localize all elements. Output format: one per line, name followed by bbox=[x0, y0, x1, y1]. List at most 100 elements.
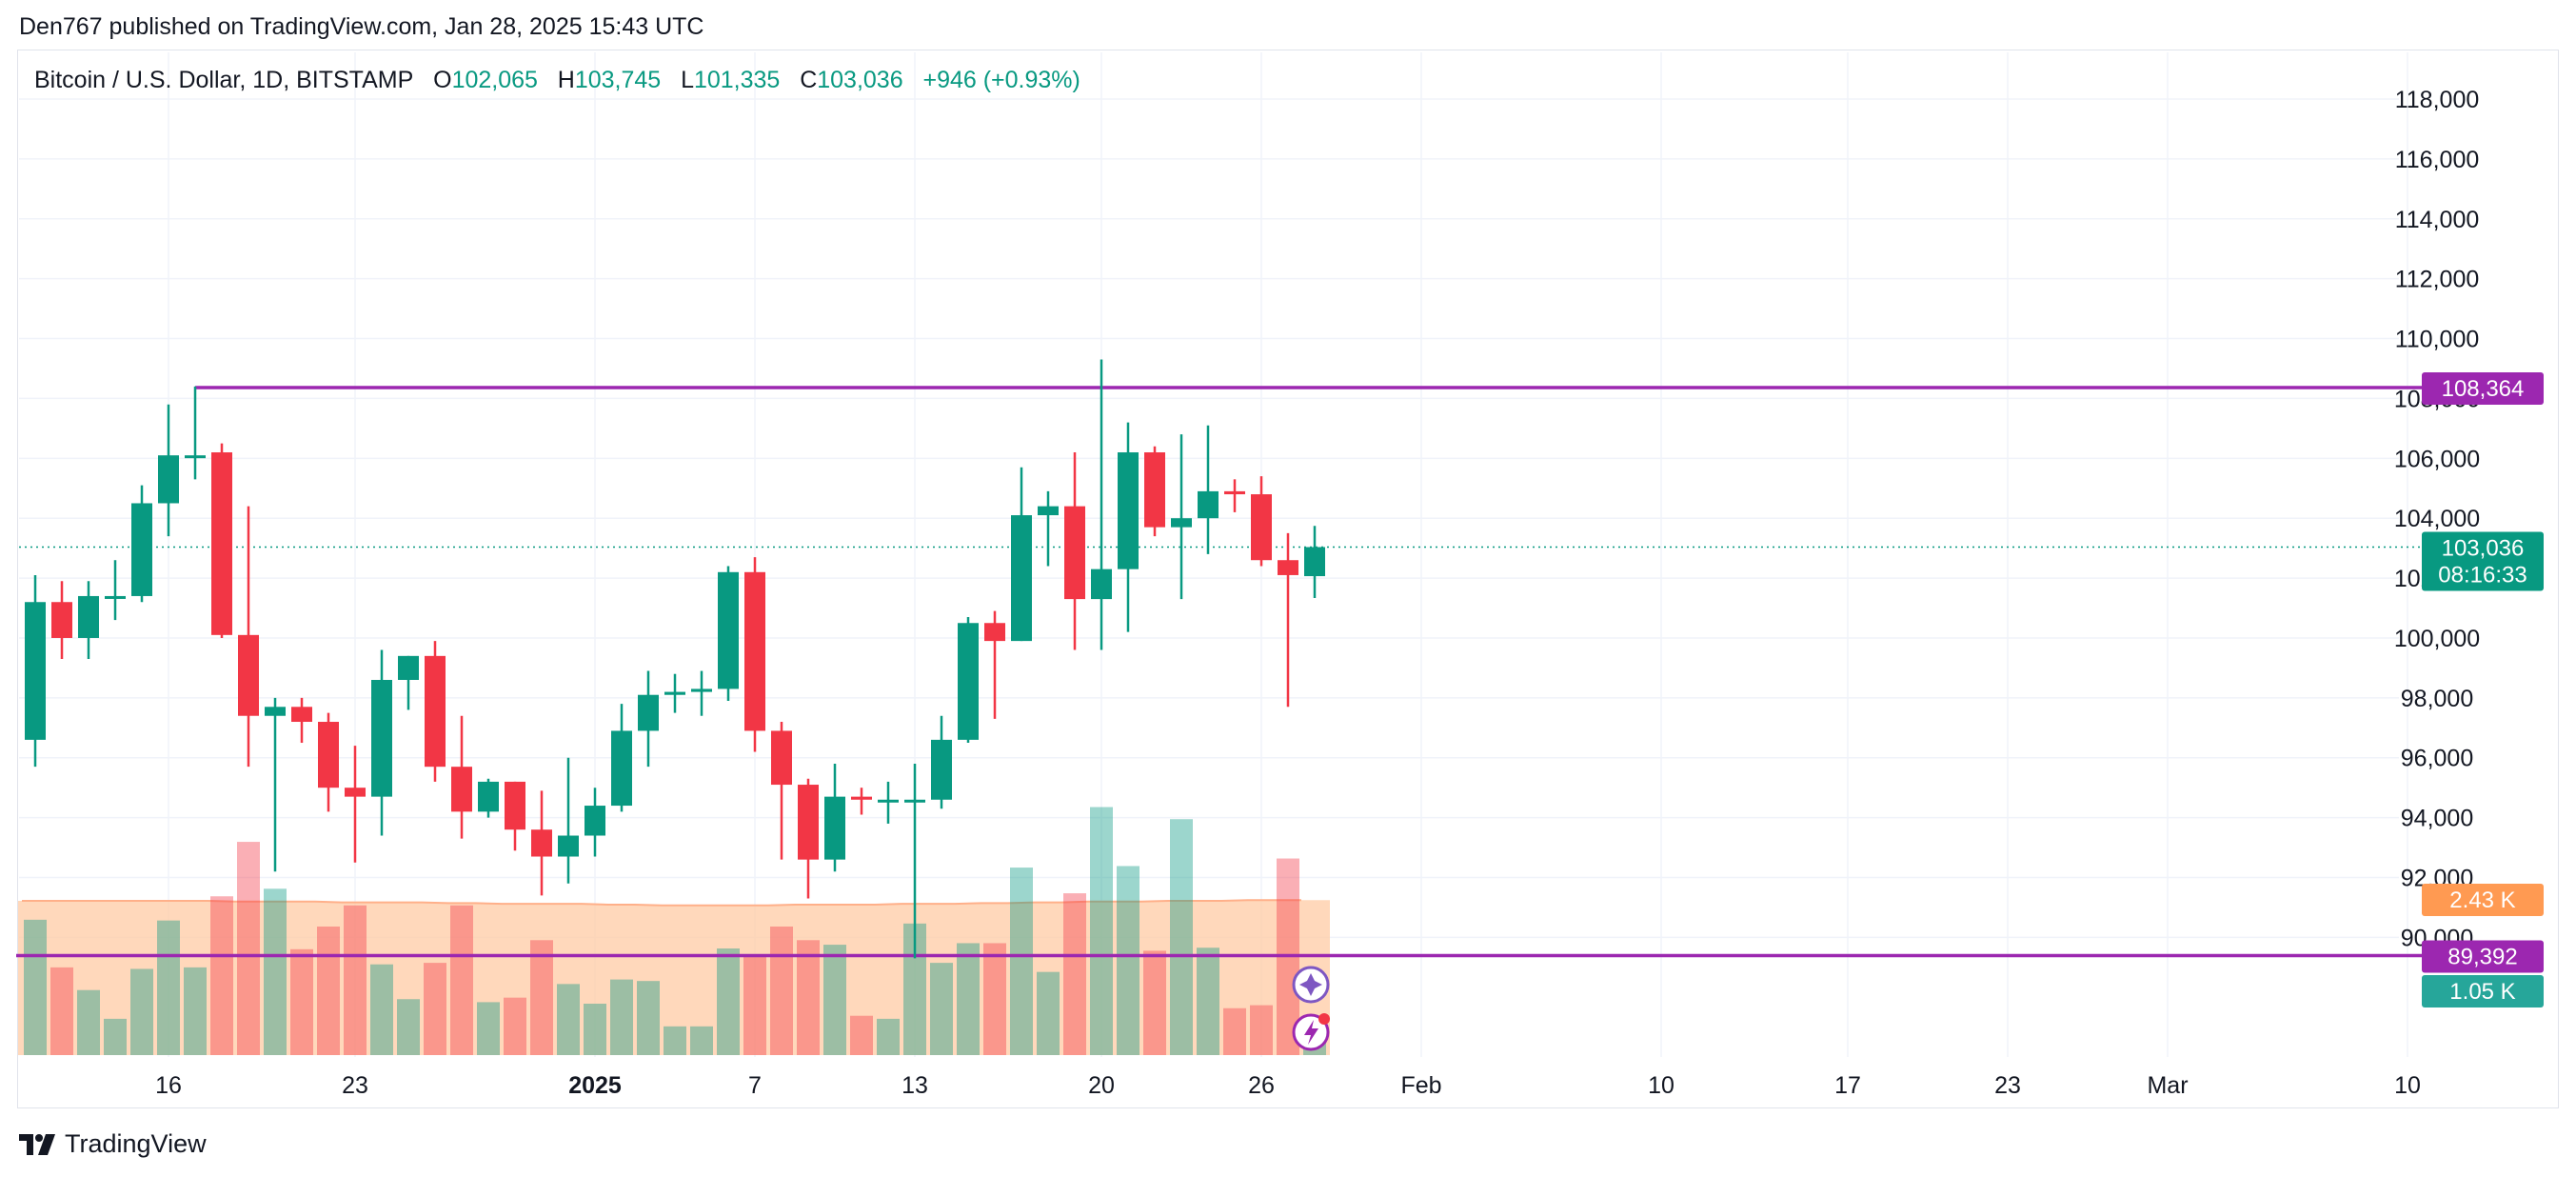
volume-bar bbox=[823, 945, 846, 1055]
volume-badge: 1.05 K bbox=[2422, 975, 2544, 1007]
candle-body bbox=[185, 455, 206, 459]
candle bbox=[1144, 446, 1165, 537]
volume-bar bbox=[1063, 893, 1086, 1055]
candle bbox=[638, 670, 659, 768]
ideas-icon[interactable] bbox=[1292, 966, 1330, 1004]
volume-ma-area bbox=[18, 900, 1330, 1055]
candle bbox=[105, 560, 126, 621]
publisher-text: Den767 published on TradingView.com, Jan… bbox=[19, 13, 704, 40]
candle-body bbox=[558, 835, 579, 857]
volume-bar bbox=[690, 1026, 713, 1055]
events-icon[interactable] bbox=[1292, 1013, 1330, 1051]
grid-lines bbox=[19, 52, 2408, 1057]
candle bbox=[984, 610, 1005, 719]
x-tick-label: 7 bbox=[748, 1072, 762, 1099]
candle-body bbox=[585, 806, 605, 836]
candle-body bbox=[1198, 490, 1219, 519]
volume-bar bbox=[877, 1018, 900, 1055]
candle-body bbox=[691, 688, 712, 692]
volume-bar bbox=[1223, 1007, 1246, 1055]
y-tick-label: 104,000 bbox=[2394, 506, 2480, 532]
candle bbox=[398, 655, 419, 710]
candle-body bbox=[158, 455, 179, 504]
volume-bar bbox=[797, 940, 820, 1055]
candle-body bbox=[1118, 452, 1139, 569]
candle-body bbox=[1278, 560, 1298, 575]
candle bbox=[345, 746, 366, 863]
candle bbox=[611, 704, 632, 812]
candle bbox=[664, 673, 685, 713]
candles bbox=[25, 359, 1325, 959]
candle bbox=[878, 781, 899, 824]
volume-bar bbox=[157, 920, 180, 1055]
candle bbox=[185, 386, 206, 480]
tradingview-logo[interactable]: TradingView bbox=[19, 1129, 207, 1159]
open-label: O bbox=[433, 67, 452, 93]
candle-body bbox=[425, 655, 446, 768]
volume-bar bbox=[1117, 866, 1139, 1055]
volume-pane bbox=[18, 807, 1330, 1055]
high-value: 103,745 bbox=[574, 67, 662, 93]
change-value: +946 (+0.93%) bbox=[922, 67, 1080, 93]
candle bbox=[51, 581, 72, 659]
chart-frame[interactable] bbox=[17, 50, 2559, 1108]
x-tick-label: 23 bbox=[342, 1072, 368, 1099]
candle bbox=[265, 697, 286, 872]
candle-body bbox=[105, 595, 126, 599]
x-tick-label: 13 bbox=[902, 1072, 928, 1099]
candle-body bbox=[718, 571, 739, 689]
volume-bar bbox=[210, 896, 233, 1055]
candle-body bbox=[771, 730, 792, 786]
candle bbox=[505, 781, 525, 851]
tradingview-brand: TradingView bbox=[65, 1129, 207, 1158]
y-tick-label: 114,000 bbox=[2395, 207, 2480, 233]
volume-badge-text: 1.05 K bbox=[2449, 979, 2515, 1005]
candle-body bbox=[1038, 506, 1059, 516]
candle bbox=[718, 566, 739, 702]
candle bbox=[131, 485, 152, 603]
candle bbox=[691, 670, 712, 716]
candle-body bbox=[238, 634, 259, 716]
candle bbox=[585, 788, 605, 857]
volume-bar bbox=[264, 888, 287, 1055]
volume-bar bbox=[397, 999, 420, 1055]
candle-body bbox=[291, 707, 312, 723]
low-value: 101,335 bbox=[693, 67, 781, 93]
candle-body bbox=[51, 602, 72, 638]
volume-bar bbox=[1090, 807, 1113, 1055]
candle-body bbox=[371, 679, 392, 797]
candle bbox=[531, 790, 552, 896]
y-tick-label: 112,000 bbox=[2395, 267, 2480, 293]
candle-body bbox=[851, 796, 872, 800]
candle bbox=[451, 715, 472, 839]
open-value: 102,065 bbox=[451, 67, 538, 93]
candle-body bbox=[78, 595, 99, 638]
candle-body bbox=[1171, 518, 1192, 528]
support-badge-bg bbox=[2422, 940, 2544, 973]
candle-body bbox=[451, 767, 472, 812]
volume-bar bbox=[424, 963, 446, 1055]
candle bbox=[1091, 359, 1112, 650]
x-tick-label: 10 bbox=[1648, 1072, 1674, 1099]
candle-body bbox=[131, 503, 152, 596]
volume-ma-line bbox=[22, 899, 1301, 907]
candle bbox=[291, 697, 312, 744]
candle-body bbox=[25, 602, 46, 740]
y-tick-label: 106,000 bbox=[2394, 446, 2480, 472]
volume-badge-bg bbox=[2422, 975, 2544, 1007]
candle-body bbox=[398, 655, 419, 680]
volume-bar bbox=[957, 943, 980, 1055]
candle-body bbox=[1144, 452, 1165, 528]
candle bbox=[238, 506, 259, 768]
symbol-legend: Bitcoin / U.S. Dollar, 1D, BITSTAMP O102… bbox=[34, 67, 1080, 94]
support-badge-text: 89,392 bbox=[2447, 945, 2517, 970]
volume-bar bbox=[50, 967, 73, 1055]
volume-bar bbox=[1250, 1005, 1273, 1055]
candle bbox=[478, 778, 499, 818]
candle bbox=[851, 788, 872, 815]
candle-body bbox=[531, 829, 552, 857]
volume-bar bbox=[664, 1026, 686, 1055]
candle-body bbox=[931, 739, 952, 800]
